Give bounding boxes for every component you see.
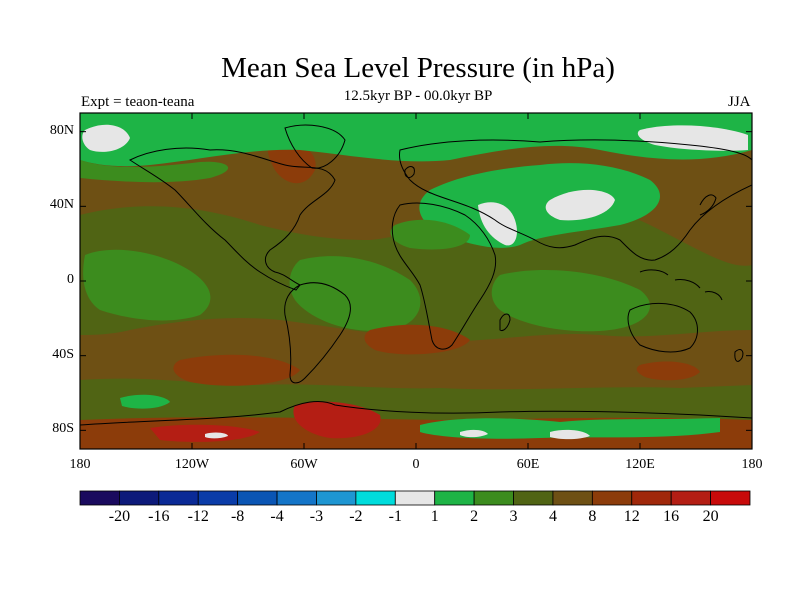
experiment-label: Expt = teaon-teana <box>81 94 195 110</box>
colorbar-box <box>316 490 357 506</box>
colorbar-box <box>355 490 396 506</box>
map-subtitle: 12.5kyr BP - 00.0kyr BP <box>343 88 493 104</box>
white-zone-arctic <box>637 125 748 151</box>
colorbar-label: 8 <box>588 508 597 525</box>
colorbar-box <box>473 490 514 506</box>
rust-patch-arctic <box>267 139 316 184</box>
white-zone-greenland <box>82 124 130 152</box>
colorbar-label: 1 <box>430 508 439 525</box>
axis-ticks <box>79 113 753 449</box>
lon-label: 0 <box>412 457 420 472</box>
colorbar-label: 12 <box>623 508 640 525</box>
coast-north-america <box>129 147 336 291</box>
colorbar-label: -3 <box>309 508 324 525</box>
colorbar-box <box>710 490 751 506</box>
lon-label: 180 <box>69 457 91 472</box>
coast-indonesia <box>639 269 723 301</box>
rust-patch-pacific <box>173 354 300 386</box>
white-zone-arabia <box>478 202 517 246</box>
lon-label: 120E <box>625 457 655 472</box>
eurasia-mid-green <box>390 219 470 250</box>
indian-green-region <box>491 270 650 332</box>
antarctic-red-peninsula <box>293 401 381 439</box>
colorbar-label: -12 <box>187 508 209 525</box>
arctic-mid-green <box>80 160 229 183</box>
rust-patch-indian <box>636 361 700 381</box>
colorbar-box <box>197 490 239 506</box>
arctic-green-band <box>80 113 752 167</box>
colorbar-box <box>552 490 593 506</box>
coast-australia <box>627 302 698 353</box>
lat-label: 40S <box>52 346 74 362</box>
colorbar-box <box>79 490 120 506</box>
colorbar-box <box>237 490 278 506</box>
lat-label: 80S <box>52 421 74 437</box>
coast-eurasia <box>399 139 752 261</box>
lat-label: 40N <box>49 197 74 213</box>
map-title: Mean Sea Level Pressure (in hPa) <box>221 52 615 84</box>
lat-label: 0 <box>67 272 74 287</box>
antarctic-red-east <box>150 424 260 442</box>
colorbar-label: -16 <box>148 508 170 525</box>
colorbar-boxes <box>79 490 751 506</box>
atlantic-green-region <box>289 256 421 331</box>
colorbar-box <box>631 490 672 506</box>
coast-madagascar <box>499 313 511 331</box>
colorbar-box <box>670 490 711 506</box>
lon-label: 180 <box>741 457 763 472</box>
colorbar-box <box>591 490 633 506</box>
lat-label: 80N <box>49 122 74 138</box>
colorbar-box <box>119 490 160 506</box>
colorbar-label: -4 <box>270 508 284 525</box>
colorbar-box <box>276 490 317 506</box>
lon-label: 60E <box>516 457 540 472</box>
map-field <box>80 113 752 449</box>
green-patch-south-pacific <box>120 394 170 409</box>
coastlines <box>80 124 752 426</box>
colorbar-label: 16 <box>663 508 680 525</box>
lon-label: 60W <box>290 457 318 472</box>
colorbar-label: -1 <box>388 508 402 525</box>
coast-japan <box>699 194 717 216</box>
coast-new-zealand <box>734 349 744 362</box>
season-label: JJA <box>728 94 751 110</box>
colorbar-label: -20 <box>108 508 131 525</box>
coast-uk <box>404 166 415 178</box>
southern-olive-band <box>80 378 752 420</box>
coast-africa <box>391 202 497 350</box>
coast-south-america <box>284 282 351 384</box>
white-zone-siberia <box>545 189 615 221</box>
colorbar-label: -2 <box>349 508 363 525</box>
antarctic-green-patches <box>420 418 720 439</box>
colorbar-label: 2 <box>470 508 479 525</box>
colorbar-label: 4 <box>548 508 557 525</box>
colorbar-label: 3 <box>509 508 518 525</box>
colorbar-box <box>513 490 554 506</box>
lon-label: 120W <box>174 457 210 472</box>
coast-antarctica <box>80 401 752 426</box>
colorbar-box <box>434 490 475 506</box>
colorbar-box <box>158 490 199 506</box>
pacific-green-region <box>83 249 211 321</box>
rust-patch-atlantic <box>364 324 470 355</box>
colorbar-label: 20 <box>702 508 719 525</box>
colorbar-box <box>394 490 436 506</box>
eurasia-green-region <box>419 163 660 248</box>
coast-greenland <box>284 124 346 169</box>
colorbar-label: -8 <box>230 508 245 525</box>
